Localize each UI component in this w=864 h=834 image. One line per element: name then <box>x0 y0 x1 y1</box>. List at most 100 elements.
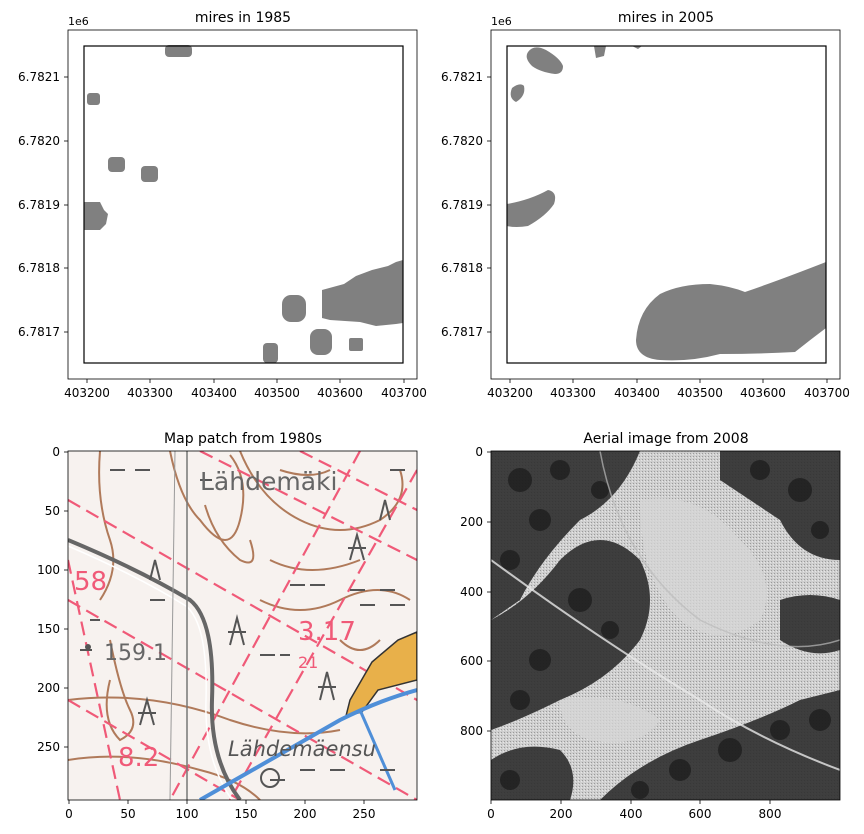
plot-area-1985 <box>67 29 418 380</box>
y-tick-label: 800 <box>460 724 483 738</box>
x-tick-label: 200 <box>550 807 573 821</box>
y-tick-label: 6.7817 <box>441 325 483 339</box>
x-tick-label: 403400 <box>614 386 660 400</box>
stream <box>199 688 417 800</box>
x-tick-label: 403400 <box>191 386 237 400</box>
mire-patch <box>87 93 100 105</box>
forest-texture <box>500 460 831 799</box>
mire-polygons-2005 <box>507 46 826 361</box>
mire-patch <box>507 190 556 227</box>
grid-lines <box>68 451 417 800</box>
road <box>68 538 242 800</box>
panel-title-map: Map patch from 1980s <box>164 431 322 447</box>
mire-patch <box>594 46 606 58</box>
x-tick-label: 150 <box>235 807 258 821</box>
mire-patch <box>84 202 108 230</box>
elevation-label: 58 <box>74 567 107 597</box>
panel-mires-1985: mires in 1985 1e6 403200 403300 403400 4… <box>18 10 427 400</box>
y-axis-2005 <box>487 76 491 333</box>
x-tick-label: 403600 <box>740 386 786 400</box>
x-tick-label: 0 <box>487 807 495 821</box>
panel-title-1985: mires in 1985 <box>195 10 291 26</box>
x-axis-aerial <box>490 800 771 804</box>
x-axis-map <box>68 800 365 804</box>
y-tick-label: 6.7820 <box>441 134 483 148</box>
mire-patch <box>636 262 826 361</box>
x-tick-label: 403700 <box>381 386 427 400</box>
mire-patch <box>632 46 642 49</box>
panel-title-aerial: Aerial image from 2008 <box>583 431 748 447</box>
mire-patch <box>263 343 278 363</box>
x-tick-label: 403600 <box>317 386 363 400</box>
panel-aerial-image: Aerial image from 2008 <box>460 431 841 821</box>
y-offset-label-1985: 1e6 <box>68 15 89 28</box>
x-tick-label: 403700 <box>804 386 850 400</box>
mire-patch <box>526 47 563 74</box>
aerial-photo <box>491 451 840 800</box>
x-tick-label: 403500 <box>677 386 723 400</box>
y-offset-label-2005: 1e6 <box>491 15 512 28</box>
mire-polygons-1985 <box>84 45 403 363</box>
map-symbols <box>80 469 405 781</box>
panel-mires-2005: mires in 2005 1e6 403200 403300 403400 4… <box>441 10 850 400</box>
x-tick-label: 403500 <box>254 386 300 400</box>
mire-patch <box>310 329 332 355</box>
y-tick-label: 6.7820 <box>18 134 60 148</box>
forest-areas <box>491 451 840 800</box>
mire-patch <box>165 45 192 57</box>
x-axis-1985 <box>86 379 405 383</box>
elevation-label: 3.17 <box>298 617 356 647</box>
x-tick-label: 600 <box>689 807 712 821</box>
mire-patch <box>108 157 125 172</box>
y-tick-label: 100 <box>37 563 60 577</box>
y-tick-label: 200 <box>460 515 483 529</box>
place-label-lahdemaki: Lähdemäki <box>200 467 337 496</box>
y-axis-1985 <box>64 76 68 333</box>
y-tick-label: 600 <box>460 654 483 668</box>
x-tick-label: 50 <box>120 807 135 821</box>
elevation-label: 159.1 <box>104 641 167 666</box>
elevation-label: 8.2 <box>118 743 159 773</box>
mire-patch <box>510 84 525 102</box>
y-tick-label: 6.7821 <box>18 70 60 84</box>
x-tick-label: 403300 <box>550 386 596 400</box>
extent-rectangle-2005 <box>506 45 827 364</box>
y-tick-label: 400 <box>460 585 483 599</box>
open-areas <box>560 498 767 743</box>
x-tick-label: 0 <box>65 807 73 821</box>
place-label-lahdemaensuo: Lähdemäensu <box>228 737 376 761</box>
elevation-label: 21 <box>298 653 318 672</box>
mire-patch <box>322 260 403 326</box>
x-tick-label: 400 <box>620 807 643 821</box>
x-tick-label: 403200 <box>487 386 533 400</box>
y-tick-label: 6.7817 <box>18 325 60 339</box>
mire-patch <box>141 166 158 182</box>
x-tick-label: 250 <box>353 807 376 821</box>
x-tick-label: 100 <box>176 807 199 821</box>
y-tick-label: 0 <box>475 445 483 459</box>
panel-title-2005: mires in 2005 <box>618 10 714 26</box>
x-tick-label: 403200 <box>64 386 110 400</box>
x-tick-label: 200 <box>294 807 317 821</box>
x-axis-2005 <box>509 379 828 383</box>
track <box>491 559 840 771</box>
x-tick-label: 800 <box>759 807 782 821</box>
extent-rectangle-1985 <box>83 45 404 364</box>
y-tick-label: 200 <box>37 681 60 695</box>
y-tick-label: 6.7819 <box>441 198 483 212</box>
y-tick-label: 6.7818 <box>441 261 483 275</box>
y-tick-label: 250 <box>37 740 60 754</box>
x-tick-label: 403300 <box>127 386 173 400</box>
y-axis-aerial <box>487 451 491 732</box>
map-image: Lähdemäki Lähdemäensu 58 159.1 3.17 21 8… <box>68 451 417 800</box>
mire-patch <box>349 338 363 351</box>
y-tick-label: 0 <box>52 445 60 459</box>
y-tick-label: 6.7821 <box>441 70 483 84</box>
y-tick-label: 6.7818 <box>18 261 60 275</box>
y-tick-label: 50 <box>45 504 60 518</box>
y-tick-label: 150 <box>37 622 60 636</box>
y-tick-label: 6.7819 <box>18 198 60 212</box>
mire-patch <box>282 295 306 322</box>
panel-map-patch: Map patch from 1980s <box>37 431 418 821</box>
